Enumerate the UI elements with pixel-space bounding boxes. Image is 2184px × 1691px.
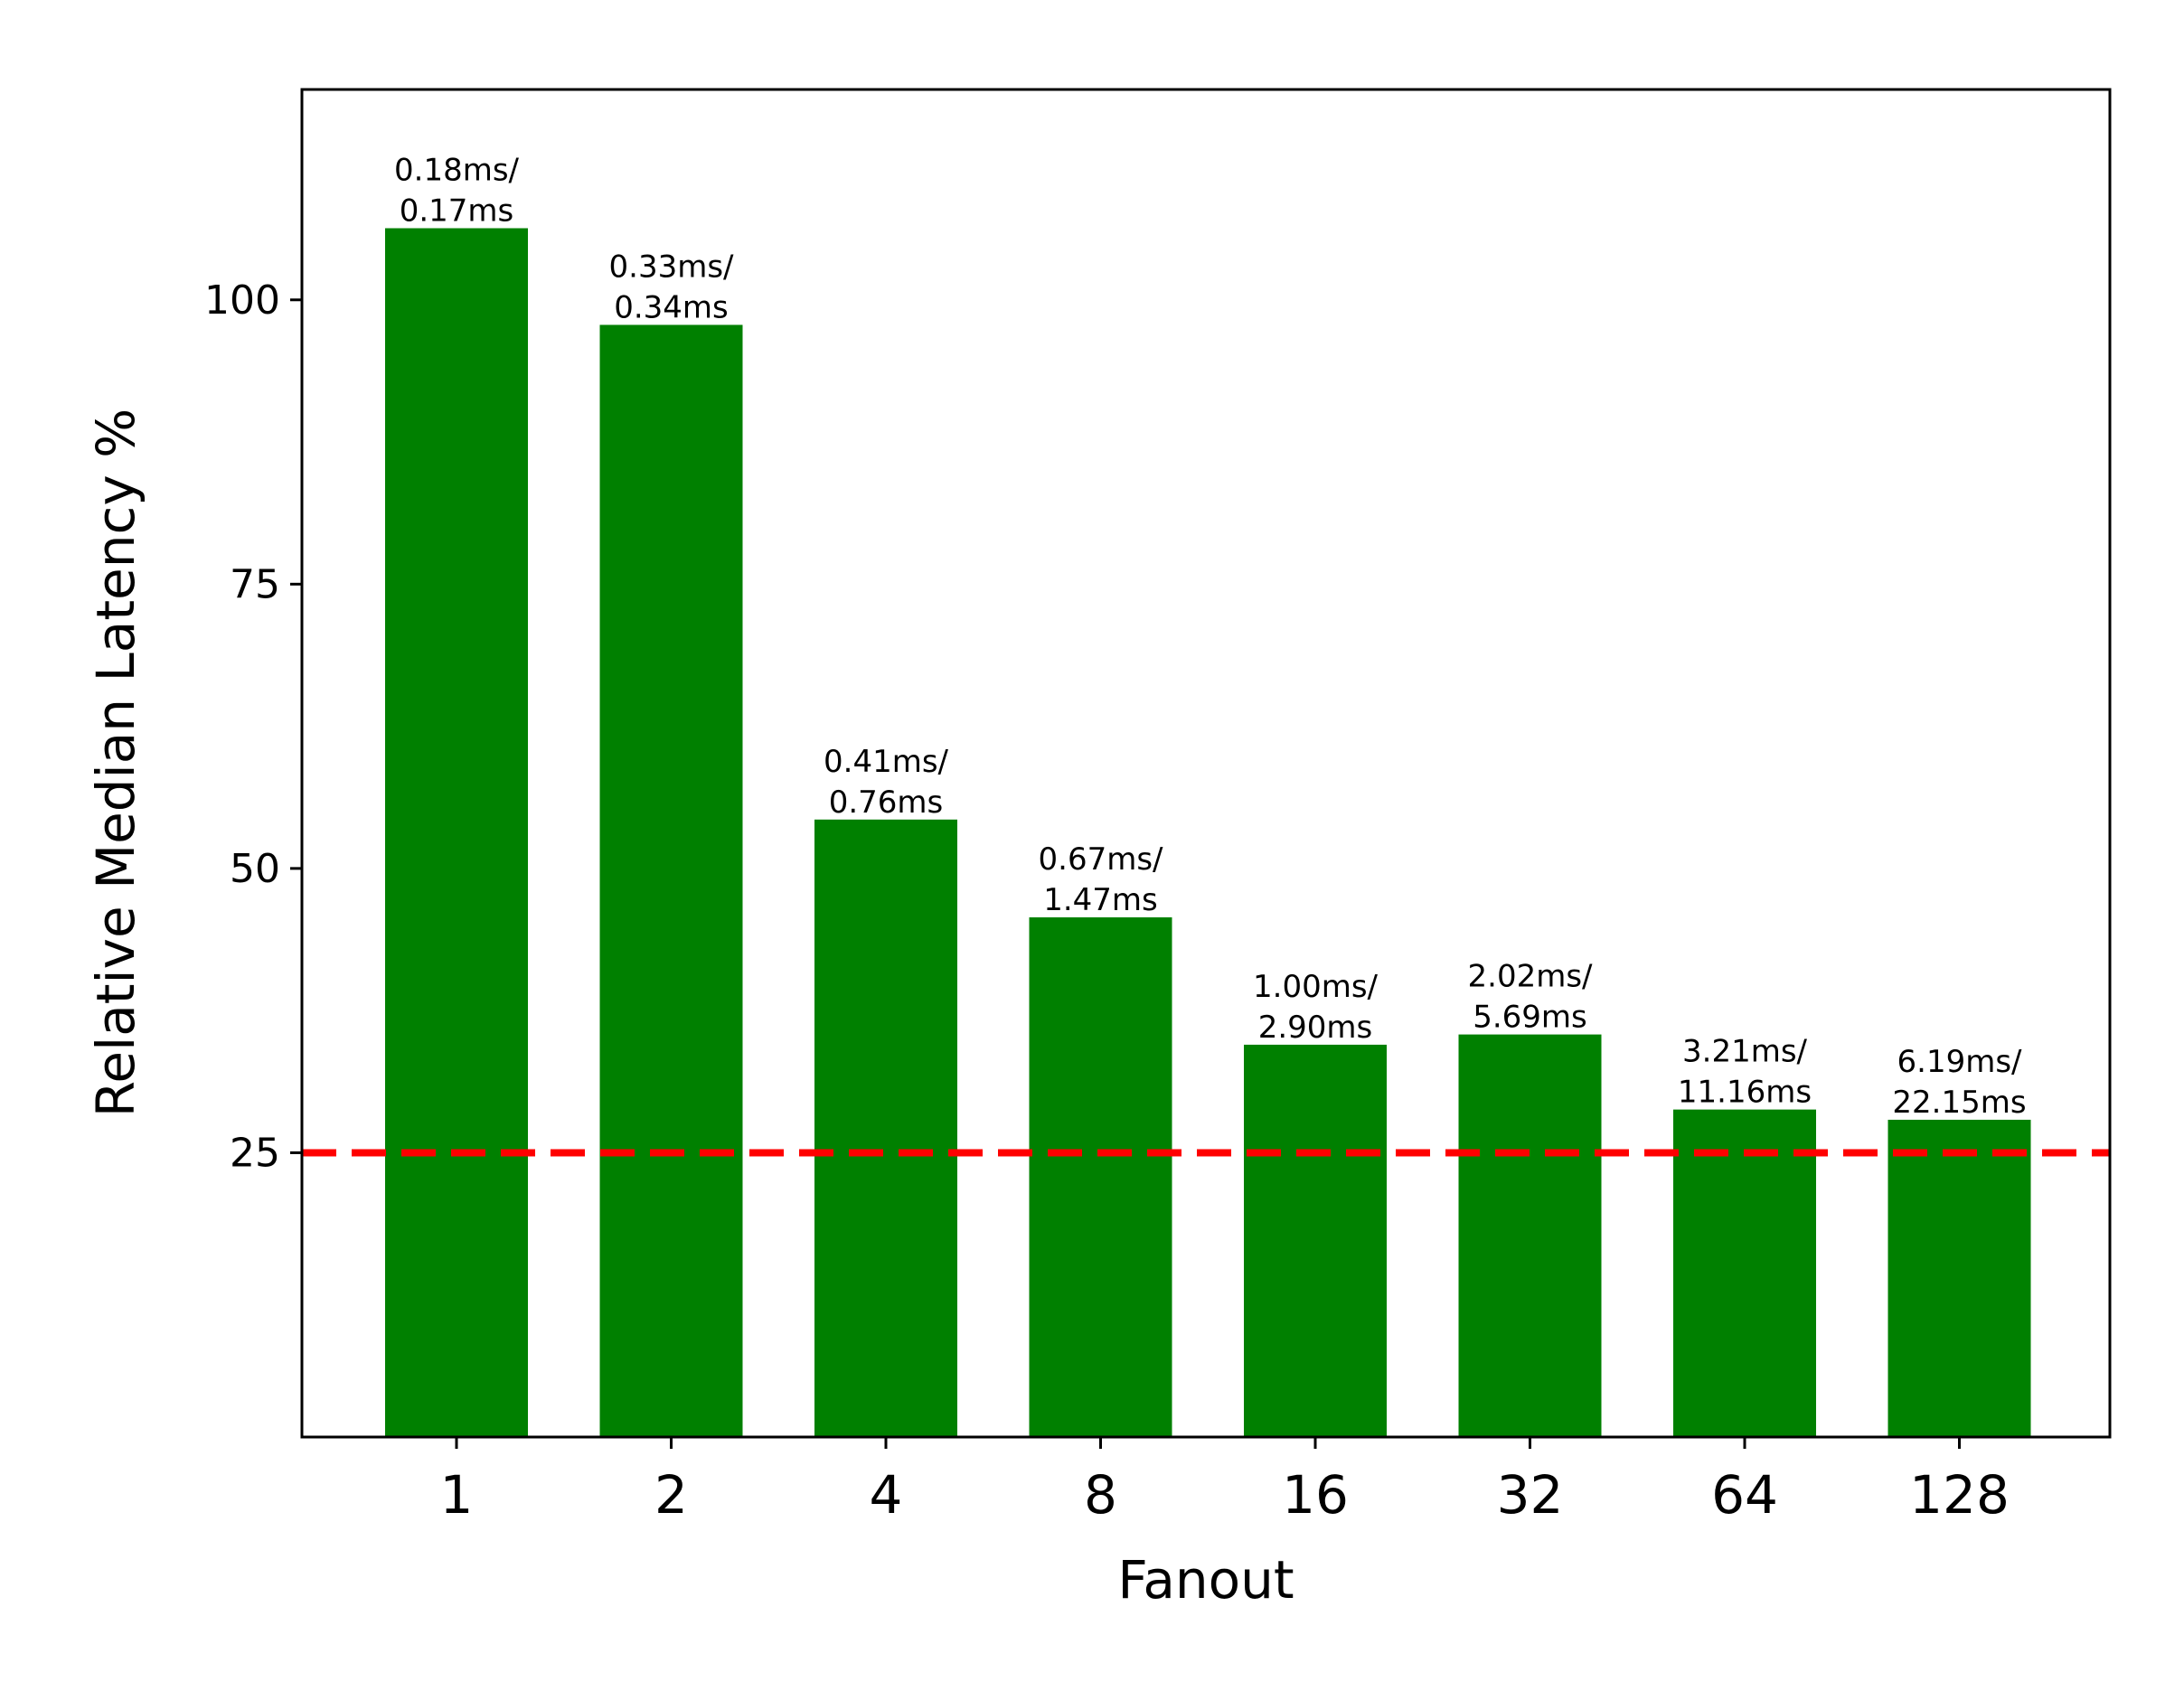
- bar-label-16-line2: 2.90ms: [1258, 1010, 1373, 1046]
- bar-label-1-line1: 0.18ms/: [394, 153, 520, 189]
- bar-32: [1458, 1034, 1602, 1437]
- bar-label-64-line2: 11.16ms: [1678, 1075, 1812, 1111]
- bar-labels-group: 0.18ms/0.17ms 0.33ms/0.34ms 0.41ms/0.76ms 0…: [394, 153, 2027, 1121]
- bar-label-128-line2: 22.15ms: [1892, 1085, 2026, 1121]
- x-axis-ticks: 1 2 4 8 16 32 64 128: [440, 1437, 2010, 1526]
- y-axis-ticks: 25 50 75 100: [204, 277, 302, 1176]
- bar-64: [1673, 1109, 1816, 1437]
- bar-label-2-line1: 0.33ms/: [609, 249, 735, 285]
- bar-4: [814, 819, 957, 1437]
- plot-frame: [300, 88, 2112, 1439]
- bar-label-8-line1: 0.67ms/: [1039, 841, 1164, 878]
- y-axis-title: Relative Median Latency %: [85, 409, 146, 1118]
- x-tick-label-128: 128: [1909, 1464, 2010, 1526]
- bar-2: [599, 324, 743, 1438]
- y-tick-label-75: 75: [230, 561, 280, 607]
- bars-group: [385, 228, 2031, 1438]
- x-tick-label-64: 64: [1711, 1464, 1778, 1526]
- bar-label-16-line1: 1.00ms/: [1253, 969, 1379, 1005]
- x-tick-label-32: 32: [1497, 1464, 1564, 1526]
- bar-label-1-line2: 0.17ms: [400, 193, 514, 230]
- y-tick-label-100: 100: [204, 277, 280, 324]
- bar-16: [1244, 1044, 1387, 1437]
- x-tick-label-1: 1: [440, 1464, 474, 1526]
- x-tick-label-16: 16: [1282, 1464, 1349, 1526]
- bar-label-128-line1: 6.19ms/: [1897, 1044, 2023, 1080]
- bar-label-4-line1: 0.41ms/: [824, 744, 949, 780]
- bar-label-64-line1: 3.21ms/: [1682, 1034, 1808, 1070]
- bar-label-32-line2: 5.69ms: [1473, 1000, 1587, 1036]
- bar-label-2-line2: 0.34ms: [614, 289, 729, 325]
- bar-label-4-line2: 0.76ms: [829, 784, 944, 821]
- x-tick-label-4: 4: [870, 1464, 903, 1526]
- x-tick-label-8: 8: [1084, 1464, 1117, 1526]
- bar-128: [1887, 1119, 2031, 1437]
- x-axis-title: Fanout: [1117, 1549, 1294, 1611]
- x-tick-label-2: 2: [654, 1464, 688, 1526]
- bar-label-32-line1: 2.02ms/: [1468, 959, 1594, 995]
- y-tick-label-25: 25: [230, 1130, 280, 1176]
- bar-1: [385, 228, 528, 1438]
- bar-label-8-line2: 1.47ms: [1043, 882, 1158, 918]
- bar-8: [1029, 916, 1172, 1437]
- y-tick-label-50: 50: [230, 846, 280, 892]
